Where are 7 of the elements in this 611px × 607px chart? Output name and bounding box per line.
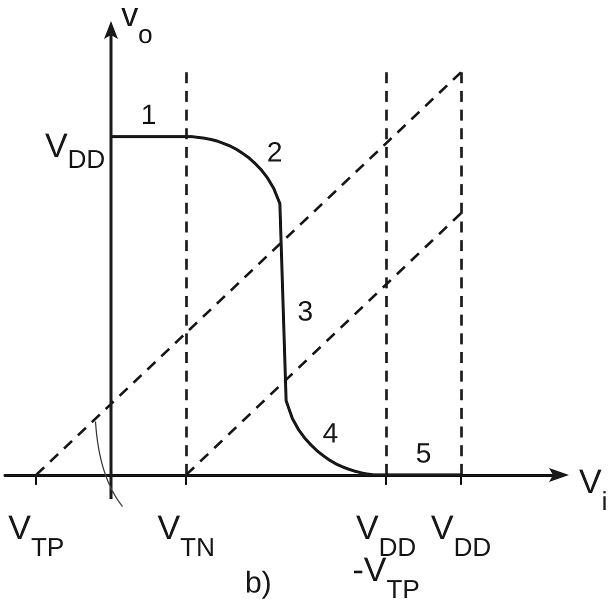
text: b): [244, 566, 272, 600]
annotation: 2: [266, 136, 282, 168]
annotation: 4: [322, 418, 338, 449]
annotation: V$_{DD}$: [44, 126, 106, 174]
annotation: 1: [140, 99, 156, 130]
annotation: 3: [298, 295, 314, 326]
annotation: 5: [416, 437, 432, 468]
